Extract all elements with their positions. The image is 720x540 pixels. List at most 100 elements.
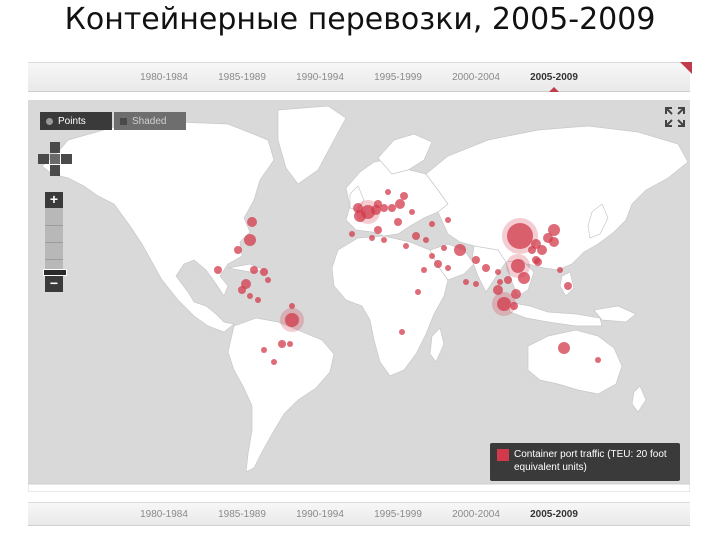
port-point[interactable] bbox=[429, 221, 435, 227]
zoom-slider-handle[interactable] bbox=[43, 269, 67, 276]
port-point[interactable] bbox=[381, 237, 387, 243]
south-america bbox=[227, 317, 335, 473]
port-point[interactable] bbox=[548, 224, 560, 236]
port-point[interactable] bbox=[400, 192, 408, 200]
port-point[interactable] bbox=[564, 282, 572, 290]
pan-center-icon bbox=[50, 154, 60, 164]
port-point[interactable] bbox=[497, 297, 511, 311]
period-1990-1994[interactable]: 1990-1994 bbox=[296, 71, 344, 83]
period-1985-1989[interactable]: 1985-1989 bbox=[218, 71, 266, 83]
port-point[interactable] bbox=[265, 277, 271, 283]
port-point[interactable] bbox=[374, 226, 382, 234]
timeline-top: 1980-1984 1985-1989 1990-1994 1995-1999 … bbox=[28, 62, 690, 92]
port-point[interactable] bbox=[403, 243, 409, 249]
period-2000-2004-bottom[interactable]: 2000-2004 bbox=[452, 508, 500, 520]
port-point[interactable] bbox=[595, 357, 601, 363]
port-point[interactable] bbox=[385, 189, 391, 195]
port-point[interactable] bbox=[255, 297, 261, 303]
port-point[interactable] bbox=[415, 289, 421, 295]
port-points-layer bbox=[214, 189, 601, 365]
port-point[interactable] bbox=[510, 302, 518, 310]
port-point[interactable] bbox=[394, 218, 402, 226]
world-map-svg bbox=[28, 105, 690, 492]
port-point[interactable] bbox=[441, 245, 447, 251]
period-1980-1984-bottom[interactable]: 1980-1984 bbox=[140, 508, 188, 520]
period-1995-1999[interactable]: 1995-1999 bbox=[374, 71, 422, 83]
zoom-in-button[interactable]: + bbox=[45, 192, 63, 208]
fullscreen-icon[interactable] bbox=[664, 106, 686, 128]
port-point[interactable] bbox=[349, 231, 355, 237]
period-2005-2009-bottom[interactable]: 2005-2009 bbox=[530, 508, 578, 520]
port-point[interactable] bbox=[388, 204, 396, 212]
view-toggle: Points Shaded bbox=[40, 112, 186, 130]
port-point[interactable] bbox=[374, 200, 382, 208]
port-point[interactable] bbox=[399, 329, 405, 335]
pan-down-button[interactable] bbox=[50, 165, 60, 176]
japan bbox=[587, 203, 609, 239]
port-point[interactable] bbox=[409, 209, 415, 215]
period-1990-1994-bottom[interactable]: 1990-1994 bbox=[296, 508, 344, 520]
port-point[interactable] bbox=[518, 272, 530, 284]
port-point[interactable] bbox=[557, 267, 563, 273]
port-point[interactable] bbox=[558, 342, 570, 354]
port-point[interactable] bbox=[511, 289, 521, 299]
period-2005-2009[interactable]: 2005-2009 bbox=[530, 71, 578, 83]
indonesia bbox=[507, 301, 603, 327]
pan-left-button[interactable] bbox=[38, 154, 49, 164]
port-point[interactable] bbox=[482, 264, 490, 272]
zoom-out-button[interactable]: − bbox=[45, 276, 63, 292]
period-1985-1989-bottom[interactable]: 1985-1989 bbox=[218, 508, 266, 520]
port-point[interactable] bbox=[445, 265, 451, 271]
period-1995-1999-bottom[interactable]: 1995-1999 bbox=[374, 508, 422, 520]
port-point[interactable] bbox=[454, 244, 466, 256]
port-point[interactable] bbox=[473, 281, 479, 287]
port-point[interactable] bbox=[287, 341, 293, 347]
port-point[interactable] bbox=[214, 266, 222, 274]
port-point[interactable] bbox=[528, 246, 536, 254]
legend-label: Container port traffic (TEU: 20 foot equ… bbox=[514, 449, 667, 473]
port-point[interactable] bbox=[234, 246, 242, 254]
port-point[interactable] bbox=[495, 269, 501, 275]
port-point[interactable] bbox=[445, 217, 451, 223]
toggle-points-button[interactable]: Points bbox=[40, 112, 112, 130]
world-map[interactable]: Points Shaded + − Container port traff bbox=[28, 100, 690, 492]
asia bbox=[425, 125, 689, 271]
port-point[interactable] bbox=[395, 199, 405, 209]
port-point[interactable] bbox=[289, 303, 295, 309]
port-point[interactable] bbox=[434, 260, 442, 268]
port-point[interactable] bbox=[421, 267, 427, 273]
port-point[interactable] bbox=[497, 279, 503, 285]
port-point[interactable] bbox=[278, 340, 286, 348]
port-point[interactable] bbox=[260, 268, 268, 276]
active-period-marker bbox=[549, 87, 559, 92]
port-point[interactable] bbox=[369, 235, 375, 241]
port-point[interactable] bbox=[423, 237, 429, 243]
port-point[interactable] bbox=[271, 359, 277, 365]
pan-right-button[interactable] bbox=[61, 154, 72, 164]
zoom-slider-track[interactable] bbox=[45, 208, 63, 276]
port-point[interactable] bbox=[534, 258, 542, 266]
port-point[interactable] bbox=[261, 347, 267, 353]
port-point[interactable] bbox=[504, 276, 512, 284]
port-point[interactable] bbox=[493, 285, 503, 295]
period-2000-2004[interactable]: 2000-2004 bbox=[452, 71, 500, 83]
port-point[interactable] bbox=[247, 217, 257, 227]
caribbean bbox=[227, 263, 266, 273]
period-1980-1984[interactable]: 1980-1984 bbox=[140, 71, 188, 83]
port-point[interactable] bbox=[472, 256, 480, 264]
port-point[interactable] bbox=[250, 266, 258, 274]
toggle-shaded-button[interactable]: Shaded bbox=[114, 112, 186, 130]
port-point[interactable] bbox=[244, 234, 256, 246]
port-point[interactable] bbox=[429, 253, 435, 259]
port-point[interactable] bbox=[549, 237, 559, 247]
port-point[interactable] bbox=[507, 223, 533, 249]
port-point[interactable] bbox=[380, 204, 388, 212]
port-point[interactable] bbox=[247, 293, 253, 299]
legend-swatch bbox=[497, 449, 509, 461]
port-point[interactable] bbox=[511, 259, 525, 273]
port-point[interactable] bbox=[238, 286, 246, 294]
port-point[interactable] bbox=[463, 279, 469, 285]
pan-up-button[interactable] bbox=[50, 142, 60, 153]
port-point[interactable] bbox=[412, 232, 420, 240]
port-point[interactable] bbox=[285, 313, 299, 327]
